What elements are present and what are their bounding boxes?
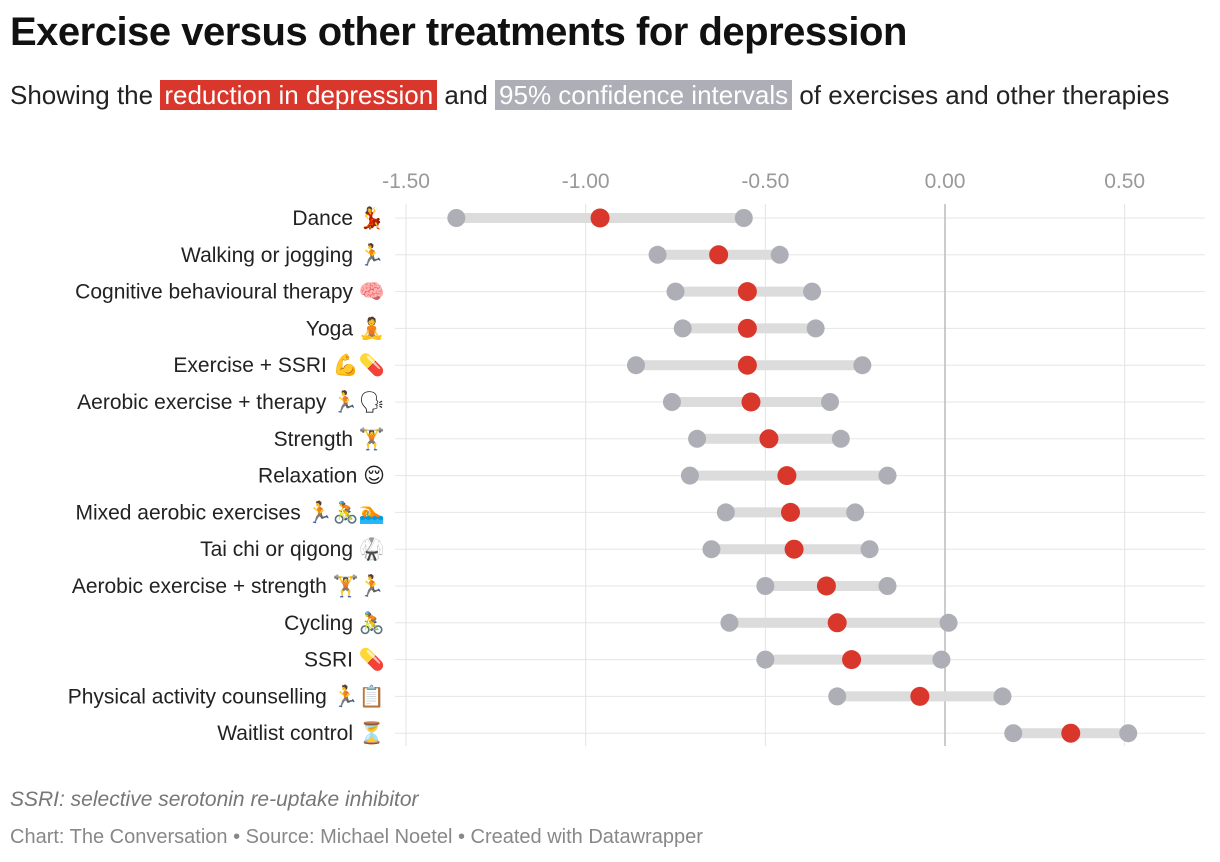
ci-high-dot: [846, 503, 865, 522]
row-label: Yoga 🧘: [306, 315, 385, 340]
row-label: Cognitive behavioural therapy 🧠: [75, 281, 385, 304]
ci-low-dot: [680, 466, 699, 485]
effect-dot: [759, 429, 779, 449]
ci-high-dot: [853, 356, 872, 375]
chart-subtitle: Showing the reduction in depression and …: [10, 78, 1190, 112]
ci-high-dot: [806, 319, 825, 338]
subtitle-prefix: Showing the: [10, 80, 154, 110]
credit-line: Chart: The Conversation • Source: Michae…: [10, 826, 703, 848]
row-label: Physical activity counselling 🏃📋: [68, 683, 385, 708]
ci-low-dot: [666, 282, 685, 301]
effect-dot: [784, 539, 804, 559]
row-label: Tai chi or qigong 🥋: [200, 536, 385, 562]
x-tick-label: -1.50: [382, 170, 430, 193]
ci-high-dot: [734, 209, 753, 227]
footnote: SSRI: selective serotonin re-uptake inhi…: [10, 788, 419, 811]
effect-dot: [737, 282, 757, 302]
ci-low-dot: [447, 209, 466, 227]
row-label: Strength 🏋: [274, 426, 385, 451]
effect-dot: [741, 392, 761, 412]
ci-low-dot: [627, 356, 646, 375]
ci-low-dot: [702, 540, 721, 559]
row-label: Waitlist control ⏳: [217, 720, 385, 745]
effect-dot: [827, 613, 847, 633]
ci-high-dot: [803, 282, 822, 301]
ci-high-dot: [770, 245, 789, 264]
ci-high-dot: [878, 466, 897, 485]
row-label: Cycling 🚴: [284, 610, 385, 635]
ci-low-dot: [828, 687, 847, 706]
ci-high-dot: [1119, 724, 1138, 743]
subtitle-suffix: of exercises and other therapies: [799, 80, 1170, 110]
row-label: Aerobic exercise + therapy 🏃🗣: [77, 389, 385, 414]
effect-dot: [709, 245, 729, 265]
effect-dot: [816, 576, 836, 596]
row-label: Dance 💃: [292, 205, 385, 231]
x-tick-label: -1.00: [562, 170, 610, 193]
ci-high-dot: [831, 429, 850, 448]
effect-dot: [842, 650, 862, 670]
x-tick-label: -0.50: [741, 170, 789, 193]
x-tick-label: 0.00: [925, 170, 966, 193]
ci-low-dot: [648, 245, 667, 264]
row-label: Mixed aerobic exercises 🏃🚴🏊: [75, 499, 385, 524]
row-label: SSRI 💊: [304, 647, 385, 673]
ci-low-dot: [720, 613, 739, 632]
ci-low-dot: [662, 393, 681, 411]
effect-dot: [777, 466, 797, 486]
effect-dot: [590, 208, 610, 228]
ci-low-dot: [1004, 724, 1023, 743]
subtitle-highlight-reduction: reduction in depression: [160, 80, 438, 110]
ci-low-dot: [716, 503, 735, 522]
ci-low-dot: [756, 577, 775, 595]
row-label: Walking or jogging 🏃: [181, 242, 385, 267]
ci-high-dot: [993, 687, 1012, 706]
effect-dot: [781, 502, 801, 522]
row-label: Relaxation 😌: [258, 465, 385, 488]
effect-dot: [737, 318, 757, 338]
ci-low-dot: [688, 429, 707, 448]
effect-dot: [910, 686, 930, 706]
ci-low-dot: [673, 319, 692, 338]
chart-title: Exercise versus other treatments for dep…: [10, 10, 907, 54]
ci-high-dot: [860, 540, 879, 559]
row-label: Exercise + SSRI 💪💊: [173, 352, 385, 378]
subtitle-highlight-ci: 95% confidence intervals: [495, 80, 793, 110]
x-tick-label: 0.50: [1104, 170, 1145, 193]
ci-high-dot: [939, 613, 958, 632]
ci-high-dot: [878, 577, 897, 595]
ci-low-dot: [756, 650, 775, 669]
effect-dot: [737, 355, 757, 375]
ci-high-dot: [821, 393, 840, 411]
effect-dot: [1061, 723, 1081, 743]
ci-high-dot: [932, 650, 951, 669]
row-label: Aerobic exercise + strength 🏋🏃: [72, 573, 385, 598]
subtitle-middle: and: [444, 80, 488, 110]
